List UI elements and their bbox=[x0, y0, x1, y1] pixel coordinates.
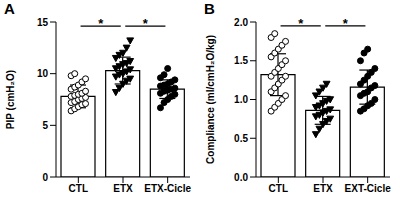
svg-text:1.5: 1.5 bbox=[234, 55, 248, 66]
svg-text:5: 5 bbox=[42, 120, 48, 131]
svg-text:15: 15 bbox=[37, 17, 49, 28]
svg-text:0.5: 0.5 bbox=[234, 133, 248, 144]
svg-text:*: * bbox=[343, 16, 349, 31]
svg-text:CTL: CTL bbox=[269, 183, 288, 194]
svg-text:Compliance (ml/cmH₂O/kg): Compliance (ml/cmH₂O/kg) bbox=[205, 35, 216, 164]
svg-text:PIP (cmH₂O): PIP (cmH₂O) bbox=[8, 70, 16, 129]
svg-text:EXT-Cicle: EXT-Cicle bbox=[345, 183, 392, 194]
svg-text:ETX: ETX bbox=[313, 183, 333, 194]
svg-text:*: * bbox=[143, 16, 149, 31]
svg-text:*: * bbox=[98, 16, 104, 31]
html-text:B: B bbox=[204, 0, 215, 17]
svg-text:0: 0 bbox=[42, 172, 48, 183]
svg-text:0.0: 0.0 bbox=[234, 172, 248, 183]
svg-text:1.0: 1.0 bbox=[234, 94, 248, 105]
html-text:A: A bbox=[4, 0, 15, 17]
svg-text:2.0: 2.0 bbox=[234, 17, 248, 28]
svg-text:ETX-Cicle: ETX-Cicle bbox=[144, 183, 191, 194]
svg-text:ETX: ETX bbox=[113, 183, 133, 194]
svg-text:*: * bbox=[298, 16, 304, 31]
svg-text:CTL: CTL bbox=[69, 183, 88, 194]
svg-text:10: 10 bbox=[37, 68, 49, 79]
